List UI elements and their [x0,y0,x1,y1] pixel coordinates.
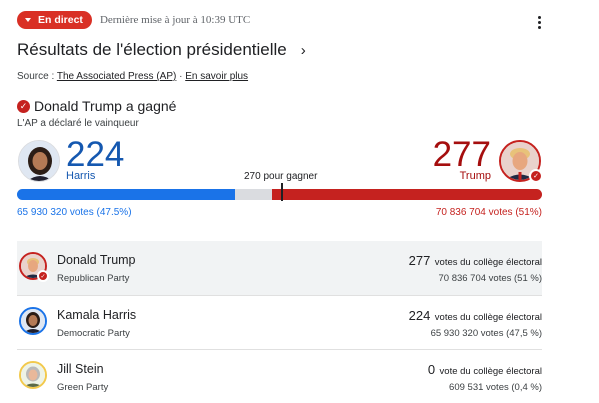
electoral-label: votes du collège électoral [434,312,542,323]
trump-popular-vote: 70 836 704 votes (51%) [435,207,542,218]
candidate-popular: 65 930 320 votes (47,5 %) [430,328,542,339]
candidate-name: Kamala Harris [57,308,137,322]
electoral-count: 277 [408,253,431,268]
harris-row-avatar [19,307,47,335]
candidate-electoral: 224 votes du collège électoral [409,307,542,325]
live-label: En direct [38,14,83,26]
winner-headline: ✓ Donald Trump a gagné [17,98,176,114]
results-title-link[interactable]: Résultats de l'élection présidentielle › [17,40,306,60]
threshold-label: 270 pour gagner [244,171,318,182]
checkmark-circle-icon: ✓ [17,99,30,113]
trump-bar-fill [271,189,542,200]
candidate-popular: 70 836 704 votes (51 %) [438,273,542,284]
harris-avatar [18,140,60,182]
candidate-row-stein[interactable]: Jill Stein Green Party 0 vote du collège… [17,349,542,403]
trump-name: Trump [459,170,491,182]
top-bar: En direct Dernière mise à jour à 10:39 U… [17,10,549,30]
source-line: Source : The Associated Press (AP) · En … [17,71,248,82]
source-link[interactable]: The Associated Press (AP) [56,71,177,82]
electoral-vote-bar [17,183,542,201]
trump-row-avatar: ✓ [19,252,49,282]
candidate-name: Jill Stein [57,362,104,376]
electoral-label: vote du collège électoral [439,366,542,377]
candidate-electoral: 277 votes du collège électoral [409,252,542,270]
winner-check-icon: ✓ [37,270,49,282]
trump-electoral-votes: 277 [432,135,491,174]
electoral-count: 224 [408,308,431,323]
winner-check-icon: ✓ [529,169,543,183]
candidate-row-trump[interactable]: ✓ Donald Trump Republican Party 277 vote… [17,241,542,295]
stein-row-avatar [19,361,47,389]
candidate-party: Democratic Party [57,328,130,339]
source-separator: · [176,71,186,82]
trump-avatar: ✓ [499,140,543,183]
harris-bar-fill [17,189,236,200]
declared-note: L'AP a déclaré le vainqueur [17,118,139,129]
candidate-electoral: 0 vote du collège électoral [428,361,542,379]
electoral-count: 0 [427,362,436,377]
harris-name: Harris [66,170,96,182]
candidate-name: Donald Trump [57,253,136,267]
harris-popular-vote: 65 930 320 votes (47.5%) [17,207,132,218]
chevron-right-icon: › [300,41,306,59]
source-prefix: Source : [17,71,57,82]
more-vert-icon[interactable] [529,12,549,32]
candidate-party: Green Party [57,382,109,393]
threshold-marker [280,183,283,201]
winner-text: Donald Trump a gagné [34,98,177,114]
candidate-popular: 609 531 votes (0,4 %) [449,382,542,393]
candidate-row-harris[interactable]: Kamala Harris Democratic Party 224 votes… [17,295,542,349]
learn-more-link[interactable]: En savoir plus [185,71,249,82]
live-badge: En direct [17,11,92,29]
harris-electoral-votes: 224 [66,135,125,174]
last-updated: Dernière mise à jour à 10:39 UTC [99,14,251,26]
page-title: Résultats de l'élection présidentielle [17,40,287,59]
caret-down-icon [25,18,31,22]
candidate-party: Republican Party [57,273,130,284]
electoral-label: votes du collège électoral [434,257,542,268]
